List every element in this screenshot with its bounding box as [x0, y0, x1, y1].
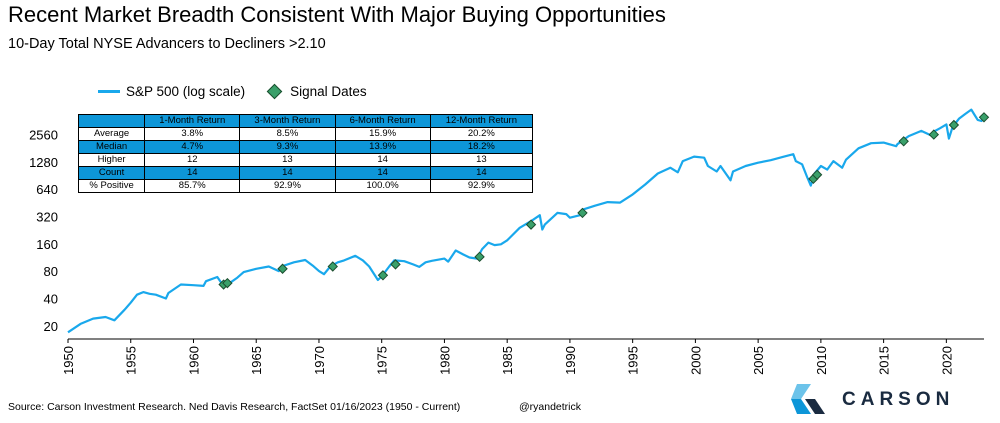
y-tick-label: 80 — [44, 264, 58, 279]
carson-logo-text: CARSON — [842, 389, 955, 410]
x-tick-label: 1970 — [312, 346, 327, 375]
legend-line-label: S&P 500 (log scale) — [126, 84, 246, 99]
author-handle: @ryandetrick — [519, 401, 582, 413]
y-tick-label: 2560 — [29, 127, 58, 142]
legend-line-swatch — [98, 90, 120, 93]
table-cell: 14 — [144, 166, 241, 180]
returns-table: 1-Month Return 3-Month Return 6-Month Re… — [77, 114, 534, 193]
signal-marker — [377, 270, 389, 281]
table-cell: 13 — [239, 153, 336, 167]
x-tick-label: 1975 — [375, 346, 390, 375]
table-header-cell: 3-Month Return — [239, 114, 336, 128]
x-tick-label: 2015 — [877, 346, 892, 375]
signal-marker — [978, 112, 990, 123]
table-cell: 13 — [429, 153, 534, 167]
signal-marker — [327, 261, 338, 272]
y-axis: 20 40 80 160 320 640 1280 2560 — [29, 127, 58, 333]
x-tick-label: 1955 — [124, 346, 139, 375]
table-cell: 12 — [144, 153, 241, 167]
x-tick-label: 2010 — [814, 346, 829, 375]
table-header-cell — [77, 114, 146, 128]
table-cell: 20.2% — [429, 127, 534, 141]
y-tick-label: 640 — [36, 182, 58, 197]
x-tick-label: 1950 — [61, 346, 76, 375]
source-note: Source: Carson Investment Research. Ned … — [8, 401, 461, 413]
signal-marker — [277, 263, 288, 274]
row-label: Average — [77, 127, 146, 141]
x-tick-label: 1990 — [563, 346, 578, 375]
signal-marker — [928, 129, 940, 140]
table-cell: 14 — [239, 166, 336, 180]
signal-marker — [577, 207, 588, 219]
table-header-cell: 1-Month Return — [144, 114, 241, 128]
signal-marker — [948, 119, 960, 131]
row-label: Count — [77, 166, 146, 180]
table-cell: 8.5% — [239, 127, 336, 141]
table-cell: 3.8% — [144, 127, 241, 141]
x-tick-label: 1985 — [500, 346, 515, 375]
table-cell: 15.9% — [334, 127, 431, 141]
table-row: % Positive 85.7% 92.9% 100.0% 92.9% — [77, 179, 534, 193]
table-row: Count 14 14 14 14 — [77, 166, 534, 180]
y-tick-label: 160 — [36, 237, 58, 252]
chart-title: Recent Market Breadth Consistent With Ma… — [8, 2, 666, 27]
legend: S&P 500 (log scale) Signal Dates — [98, 83, 367, 100]
table-cell: 92.9% — [429, 179, 534, 193]
y-tick-label: 1280 — [29, 155, 58, 170]
carson-logo-mark-icon — [791, 384, 825, 414]
x-tick-label: 1960 — [186, 346, 201, 375]
y-tick-label: 40 — [44, 291, 58, 306]
table-row: Median 4.7% 9.3% 13.9% 18.2% — [77, 140, 534, 154]
x-tick-label: 1995 — [626, 346, 641, 375]
chart-subtitle: 10-Day Total NYSE Advancers to Decliners… — [8, 36, 326, 52]
y-tick-label: 20 — [44, 319, 58, 334]
row-label: Higher — [77, 153, 146, 167]
x-tick-label: 2000 — [688, 346, 703, 375]
x-axis: 1950 1955 1960 1965 1970 1975 1980 1985 1990 1995… — [61, 338, 984, 375]
table-cell: 14 — [334, 153, 431, 167]
signal-marker — [474, 251, 485, 263]
x-tick-label: 2020 — [939, 346, 954, 375]
signal-marker — [811, 169, 823, 180]
x-tick-label: 1980 — [437, 346, 452, 375]
y-tick-label: 320 — [36, 209, 58, 224]
table-header-row: 1-Month Return 3-Month Return 6-Month Re… — [77, 114, 534, 128]
table-cell: 9.3% — [239, 140, 336, 154]
table-cell: 92.9% — [239, 179, 336, 193]
table-row: Higher 12 13 14 13 — [77, 153, 534, 167]
table-cell: 85.7% — [144, 179, 241, 193]
signal-marker — [898, 136, 909, 147]
carson-logo: CARSON — [787, 380, 992, 418]
table-row: Average 3.8% 8.5% 15.9% 20.2% — [77, 127, 534, 141]
signal-marker — [390, 259, 401, 270]
row-label: % Positive — [77, 179, 146, 193]
legend-marker-label: Signal Dates — [290, 84, 367, 99]
legend-marker-swatch — [266, 83, 283, 100]
table-cell: 18.2% — [429, 140, 534, 154]
table-header-cell: 6-Month Return — [334, 114, 431, 128]
x-tick-label: 2005 — [751, 346, 766, 375]
table-cell: 100.0% — [334, 179, 431, 193]
signal-marker — [222, 277, 233, 289]
row-label: Median — [77, 140, 146, 154]
table-cell: 13.9% — [334, 140, 431, 154]
table-header-cell: 12-Month Return — [429, 114, 534, 128]
table-cell: 4.7% — [144, 140, 241, 154]
x-tick-label: 1965 — [249, 346, 264, 375]
table-cell: 14 — [429, 166, 534, 180]
signal-marker — [525, 219, 537, 230]
signal-markers — [218, 112, 990, 290]
table-cell: 14 — [334, 166, 431, 180]
